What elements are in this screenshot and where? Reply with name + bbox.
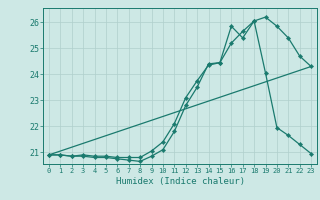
X-axis label: Humidex (Indice chaleur): Humidex (Indice chaleur) bbox=[116, 177, 244, 186]
